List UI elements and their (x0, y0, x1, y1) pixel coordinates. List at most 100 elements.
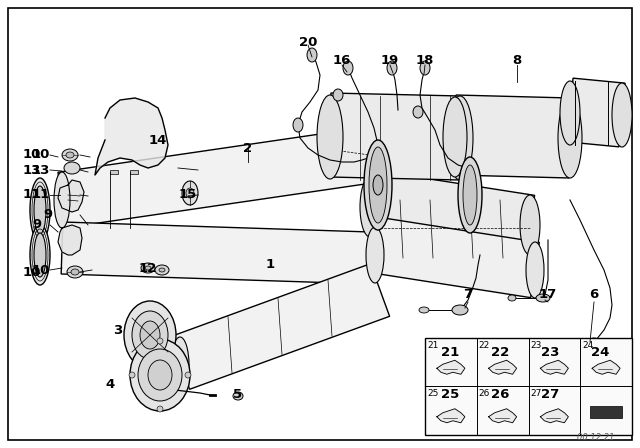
Ellipse shape (186, 188, 194, 198)
Polygon shape (540, 360, 568, 374)
Ellipse shape (34, 186, 46, 234)
Polygon shape (170, 264, 390, 389)
Text: 23: 23 (531, 341, 542, 350)
Text: 18: 18 (416, 53, 434, 66)
Ellipse shape (141, 263, 155, 273)
Text: 11: 11 (23, 189, 41, 202)
Polygon shape (488, 360, 516, 374)
Text: 6: 6 (589, 289, 598, 302)
Polygon shape (61, 222, 371, 284)
Ellipse shape (343, 61, 353, 75)
Ellipse shape (64, 162, 80, 174)
Polygon shape (488, 409, 516, 423)
Ellipse shape (508, 295, 516, 301)
Text: 9: 9 (32, 219, 41, 232)
Text: 10: 10 (32, 148, 51, 161)
Ellipse shape (307, 48, 317, 62)
Text: 20: 20 (299, 35, 317, 48)
Ellipse shape (333, 89, 343, 101)
Ellipse shape (443, 97, 467, 177)
Text: 4: 4 (106, 379, 115, 392)
Ellipse shape (132, 311, 168, 359)
Text: 27: 27 (531, 389, 542, 399)
Ellipse shape (62, 149, 78, 161)
Text: 23: 23 (541, 345, 559, 358)
Ellipse shape (458, 157, 482, 233)
Ellipse shape (520, 195, 540, 255)
Ellipse shape (159, 268, 165, 272)
Ellipse shape (148, 360, 172, 390)
Ellipse shape (157, 406, 163, 412)
Text: 17: 17 (539, 289, 557, 302)
Ellipse shape (373, 175, 383, 195)
Ellipse shape (67, 266, 83, 278)
Polygon shape (437, 409, 465, 423)
Text: 26: 26 (491, 388, 509, 401)
Ellipse shape (34, 233, 46, 277)
Bar (590, 406, 622, 418)
Ellipse shape (447, 96, 473, 180)
Text: 10: 10 (32, 263, 51, 276)
Polygon shape (130, 170, 138, 174)
Text: 14: 14 (149, 134, 167, 146)
Polygon shape (371, 217, 540, 297)
Text: 25: 25 (427, 389, 438, 399)
Text: 24: 24 (591, 345, 609, 358)
Ellipse shape (293, 118, 303, 132)
Ellipse shape (568, 339, 576, 345)
Ellipse shape (145, 266, 151, 270)
Text: 3: 3 (113, 323, 123, 336)
Bar (425, 338, 632, 435)
Ellipse shape (140, 321, 160, 349)
Text: 5: 5 (234, 388, 243, 401)
Text: 2: 2 (243, 142, 253, 155)
Text: 13: 13 (23, 164, 41, 177)
Ellipse shape (171, 337, 189, 393)
Polygon shape (540, 409, 568, 423)
Ellipse shape (66, 152, 74, 158)
Text: 19: 19 (381, 53, 399, 66)
Polygon shape (437, 360, 465, 374)
Ellipse shape (54, 172, 70, 228)
Ellipse shape (558, 98, 582, 178)
Polygon shape (110, 170, 118, 174)
Ellipse shape (30, 225, 50, 285)
Ellipse shape (588, 338, 600, 346)
Text: 26: 26 (479, 389, 490, 399)
Ellipse shape (360, 177, 380, 237)
Ellipse shape (364, 140, 392, 230)
Ellipse shape (387, 61, 397, 75)
Ellipse shape (317, 95, 343, 179)
Ellipse shape (419, 307, 429, 313)
Ellipse shape (138, 349, 182, 401)
Ellipse shape (130, 339, 190, 411)
Text: 25: 25 (441, 388, 459, 401)
Text: 16: 16 (333, 53, 351, 66)
Polygon shape (365, 170, 534, 254)
Text: 22: 22 (491, 345, 509, 358)
Ellipse shape (129, 372, 135, 378)
Polygon shape (454, 95, 571, 178)
Ellipse shape (369, 147, 387, 223)
Polygon shape (58, 225, 82, 255)
Text: 10: 10 (23, 148, 41, 161)
Ellipse shape (30, 178, 50, 242)
Polygon shape (58, 180, 84, 212)
Ellipse shape (560, 81, 580, 145)
Ellipse shape (185, 372, 191, 378)
Text: 00 12 21: 00 12 21 (577, 434, 615, 443)
Polygon shape (329, 93, 461, 180)
Ellipse shape (463, 165, 477, 225)
Ellipse shape (233, 392, 243, 400)
Ellipse shape (124, 301, 176, 369)
Ellipse shape (452, 305, 468, 315)
Text: 27: 27 (541, 388, 559, 401)
Text: 21: 21 (441, 345, 459, 358)
Ellipse shape (71, 269, 79, 275)
Text: 22: 22 (479, 341, 490, 350)
Text: 13: 13 (32, 164, 51, 177)
Ellipse shape (612, 83, 632, 147)
Polygon shape (58, 127, 374, 228)
Text: 7: 7 (463, 289, 472, 302)
Ellipse shape (420, 61, 430, 75)
